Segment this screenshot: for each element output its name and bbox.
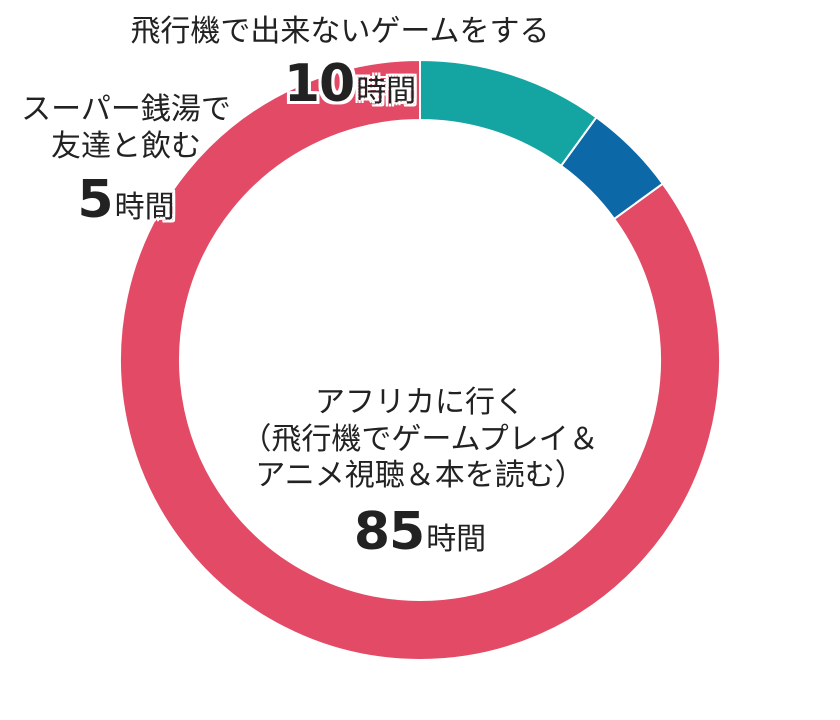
label-game: 飛行機で出来ないゲームをする 10時間: [60, 14, 620, 116]
category-label-sento-line2: 友達と飲む: [51, 128, 201, 164]
label-africa: アフリカに行く （飛行機でゲームプレイ＆ アニメ視聴＆本を読む） 85時間: [190, 385, 650, 564]
value-unit-africa: 時間: [426, 521, 487, 557]
category-label-africa-line2: （飛行機でゲームプレイ＆: [241, 421, 599, 457]
category-label-sento-line1: スーパー銭湯で: [21, 92, 231, 127]
donut-slice-0: [119, 58, 721, 661]
value-unit-game: 時間: [356, 73, 417, 109]
value-number-africa: 85: [353, 501, 425, 562]
value-label-game: 10時間: [60, 53, 620, 116]
value-label-sento: 5時間: [0, 169, 252, 232]
category-label-africa-line1: アフリカに行く: [315, 385, 525, 420]
label-sento: スーパー銭湯で 友達と飲む 5時間: [0, 92, 252, 233]
value-number-sento: 5: [77, 170, 113, 231]
donut-slice-1: [559, 115, 665, 221]
category-label-africa-line3: アニメ視聴＆本を読む）: [255, 458, 585, 494]
donut-slice-2: [419, 58, 598, 168]
value-unit-sento: 時間: [114, 190, 175, 226]
value-label-africa: 85時間: [190, 501, 650, 564]
value-number-game: 10: [283, 53, 355, 114]
category-label-game-line1: 飛行機で出来ないゲームをする: [130, 14, 550, 49]
